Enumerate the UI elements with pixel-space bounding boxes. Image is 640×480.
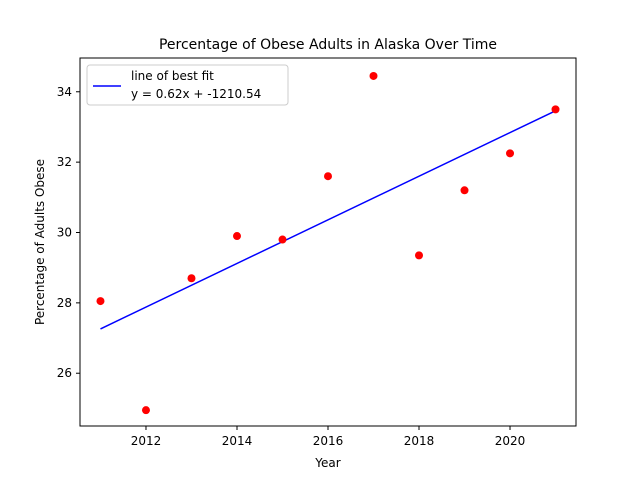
legend-label: line of best fit <box>131 69 214 83</box>
data-point <box>551 105 560 114</box>
data-point <box>415 251 424 260</box>
y-tick-label: 30 <box>57 226 72 240</box>
y-axis-label: Percentage of Adults Obese <box>33 159 47 325</box>
y-tick-label: 28 <box>57 296 72 310</box>
y-tick-label: 26 <box>57 366 72 380</box>
data-point <box>96 297 105 306</box>
plot-area <box>79 57 577 427</box>
legend-equation: y = 0.62x + -1210.54 <box>131 87 261 101</box>
data-point <box>141 406 150 415</box>
data-point <box>187 274 196 283</box>
data-point <box>506 149 515 158</box>
best-fit-line <box>100 110 556 330</box>
chart-title: Percentage of Obese Adults in Alaska Ove… <box>159 37 497 53</box>
x-tick-label: 2012 <box>131 434 162 448</box>
legend-box <box>86 64 289 106</box>
x-tick-label: 2014 <box>222 434 253 448</box>
y-axis: 26 28 30 32 34 <box>57 85 80 380</box>
y-tick-label: 32 <box>57 155 72 169</box>
x-tick-label: 2018 <box>404 434 435 448</box>
legend: line of best fit y = 0.62x + -1210.54 <box>86 64 289 106</box>
x-tick-label: 2016 <box>313 434 344 448</box>
x-tick-label: 2020 <box>495 434 526 448</box>
x-axis-label: Year <box>314 456 340 470</box>
data-point <box>324 172 332 181</box>
y-tick-label: 34 <box>57 85 72 99</box>
data-point <box>232 232 241 241</box>
data-point <box>460 186 469 195</box>
data-point <box>369 71 378 80</box>
x-axis: 2012 2014 2016 2018 2020 <box>131 426 526 448</box>
data-point <box>278 235 287 244</box>
